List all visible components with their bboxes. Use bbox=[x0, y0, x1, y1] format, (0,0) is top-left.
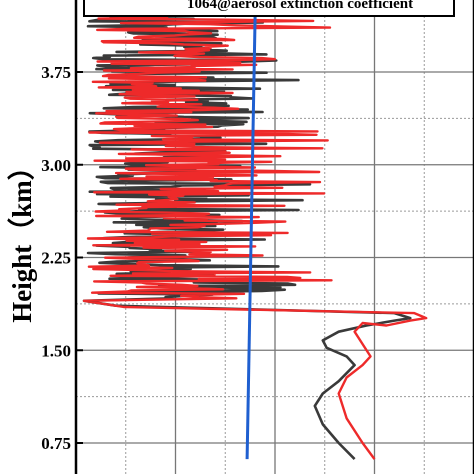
series-line-red bbox=[82, 15, 428, 460]
y-tick-label: 3.75 bbox=[41, 63, 71, 82]
y-tick-label: 2.25 bbox=[41, 249, 71, 268]
y-tick-label: 0.75 bbox=[41, 434, 71, 453]
y-tick-label: 1.50 bbox=[41, 341, 71, 360]
series-line-blue bbox=[245, 16, 257, 460]
y-ticks: 0.75 1.50 2.25 3.00 3.75 bbox=[41, 63, 83, 453]
title-box: 1064@aerosol extinction coefficient bbox=[83, 0, 455, 17]
series-layer bbox=[82, 15, 428, 461]
title-box-frame bbox=[83, 0, 455, 17]
y-axis-label: Height（km） bbox=[7, 153, 37, 323]
y-tick-label: 3.00 bbox=[41, 156, 71, 175]
plot-frame bbox=[74, 0, 474, 474]
chart-title: 1064@aerosol extinction coefficient bbox=[187, 0, 413, 12]
